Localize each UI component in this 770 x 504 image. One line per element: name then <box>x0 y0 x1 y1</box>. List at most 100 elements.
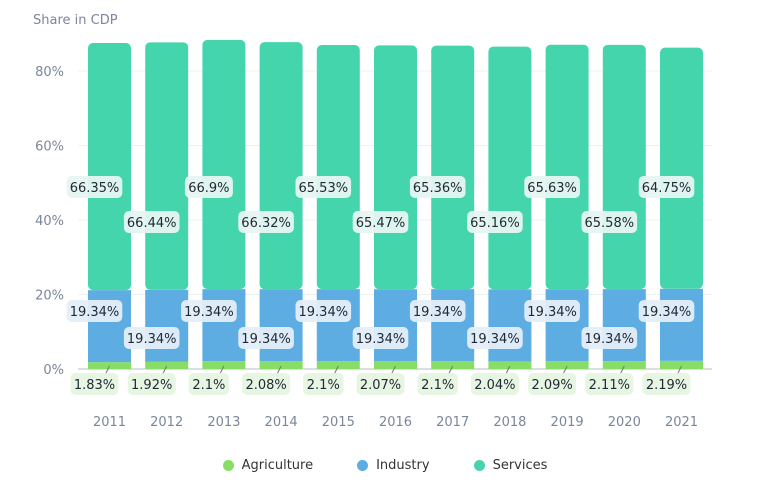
data-label-services-bg <box>409 176 466 198</box>
data-label-services: 65.36% <box>413 181 463 196</box>
bar-agriculture <box>374 361 417 369</box>
data-label-agriculture-bg <box>528 373 577 395</box>
data-label-agriculture-bg <box>303 373 344 395</box>
legend-item-industry[interactable]: Industry <box>357 458 430 473</box>
label-connector <box>391 365 396 375</box>
label-connector <box>105 365 110 375</box>
x-tick-label: 2019 <box>551 415 584 430</box>
data-label-industry: 19.34% <box>585 332 635 347</box>
data-label-industry: 19.34% <box>70 305 120 320</box>
data-label-services: 65.53% <box>299 181 349 196</box>
data-label-services: 66.35% <box>70 181 120 196</box>
label-connector <box>562 365 568 375</box>
label-connector <box>619 365 625 375</box>
data-label-services-bg <box>581 211 638 233</box>
data-label-agriculture-bg <box>70 373 119 395</box>
data-label-industry-bg <box>295 300 352 322</box>
label-connector <box>219 365 225 375</box>
y-tick-label: 40% <box>35 214 64 229</box>
x-tick-label: 2018 <box>493 415 526 430</box>
bar-industry <box>660 288 703 361</box>
data-label-industry: 19.34% <box>356 332 406 347</box>
bar-agriculture <box>202 361 246 369</box>
x-tick-label: 2017 <box>436 415 469 430</box>
bar-agriculture <box>145 361 189 369</box>
bar-agriculture <box>259 361 303 369</box>
legend-dot-icon <box>222 460 234 471</box>
x-tick-label: 2011 <box>93 415 126 430</box>
data-label-agriculture: 2.1% <box>421 378 454 393</box>
bar-services <box>88 42 131 291</box>
bar-services <box>145 42 189 290</box>
bar-agriculture <box>88 362 131 369</box>
data-label-services-bg <box>123 211 180 233</box>
legend-label: Services <box>492 458 548 473</box>
bar-agriculture <box>660 360 703 369</box>
data-label-services-bg <box>184 176 233 198</box>
data-label-industry-bg <box>409 300 466 322</box>
x-tick-label: 2014 <box>265 415 298 430</box>
data-label-industry: 19.34% <box>527 305 577 320</box>
data-label-agriculture: 2.1% <box>192 378 225 393</box>
data-label-agriculture-bg <box>127 373 176 395</box>
bar-industry <box>374 289 417 362</box>
data-label-industry-bg <box>524 300 580 322</box>
bar-agriculture <box>602 361 646 369</box>
bar-agriculture <box>316 361 360 369</box>
bar-services <box>545 44 589 290</box>
data-label-services-bg <box>238 211 294 233</box>
bar-industry <box>259 289 303 362</box>
data-label-agriculture-bg <box>188 373 230 395</box>
data-label-agriculture: 2.1% <box>307 378 340 393</box>
bar-industry <box>488 289 532 362</box>
bar-industry <box>316 289 360 362</box>
data-label-services: 64.75% <box>642 181 692 196</box>
plot-area: 0% 20% 40% 60% 80% 2011 1.83% 19.34% 66.35% 2012 1… <box>35 39 712 430</box>
data-label-services: 66.9% <box>188 181 229 196</box>
bar-agriculture <box>545 361 589 369</box>
bar-industry <box>145 289 189 362</box>
data-label-services-bg <box>66 176 123 198</box>
legend-item-services[interactable]: Services <box>473 458 548 473</box>
bar-services <box>660 47 703 289</box>
data-label-agriculture: 1.92% <box>131 378 172 393</box>
data-label-industry: 19.34% <box>642 305 692 320</box>
data-label-agriculture: 2.08% <box>245 378 286 393</box>
data-label-agriculture-bg <box>242 373 291 395</box>
x-tick-label: 2015 <box>322 415 355 430</box>
label-connector <box>505 365 511 375</box>
x-tick-label: 2021 <box>665 415 698 430</box>
data-label-agriculture: 2.09% <box>531 378 572 393</box>
legend-item-agriculture[interactable]: Agriculture <box>222 458 313 473</box>
data-label-services: 66.32% <box>241 216 291 231</box>
data-label-agriculture-bg <box>356 373 405 395</box>
bar-industry <box>602 289 646 362</box>
data-label-services: 65.63% <box>527 181 577 196</box>
data-label-industry-bg <box>238 327 294 349</box>
data-label-agriculture-bg <box>642 373 691 395</box>
data-label-industry: 19.34% <box>470 332 520 347</box>
data-label-services-bg <box>638 176 695 198</box>
data-label-agriculture: 2.19% <box>646 378 687 393</box>
data-label-services-bg <box>352 211 409 233</box>
bar-industry <box>202 289 246 362</box>
data-label-agriculture: 2.07% <box>360 378 401 393</box>
label-connector <box>333 365 339 375</box>
data-label-agriculture-bg <box>417 373 458 395</box>
data-label-industry: 19.34% <box>299 305 349 320</box>
data-label-industry-bg <box>352 327 409 349</box>
bar-industry <box>545 289 589 362</box>
bar-services <box>374 45 417 290</box>
bar-agriculture <box>488 361 532 369</box>
y-tick-label: 20% <box>35 289 64 304</box>
bar-services <box>202 39 246 290</box>
data-label-services: 65.58% <box>585 216 635 231</box>
label-connector <box>677 365 682 375</box>
bar-agriculture <box>431 361 475 369</box>
data-label-services: 66.44% <box>127 216 177 231</box>
data-label-services-bg <box>524 176 580 198</box>
data-label-industry-bg <box>467 327 523 349</box>
data-label-agriculture-bg <box>585 373 634 395</box>
y-axis-label: Share in CDP <box>33 13 118 28</box>
